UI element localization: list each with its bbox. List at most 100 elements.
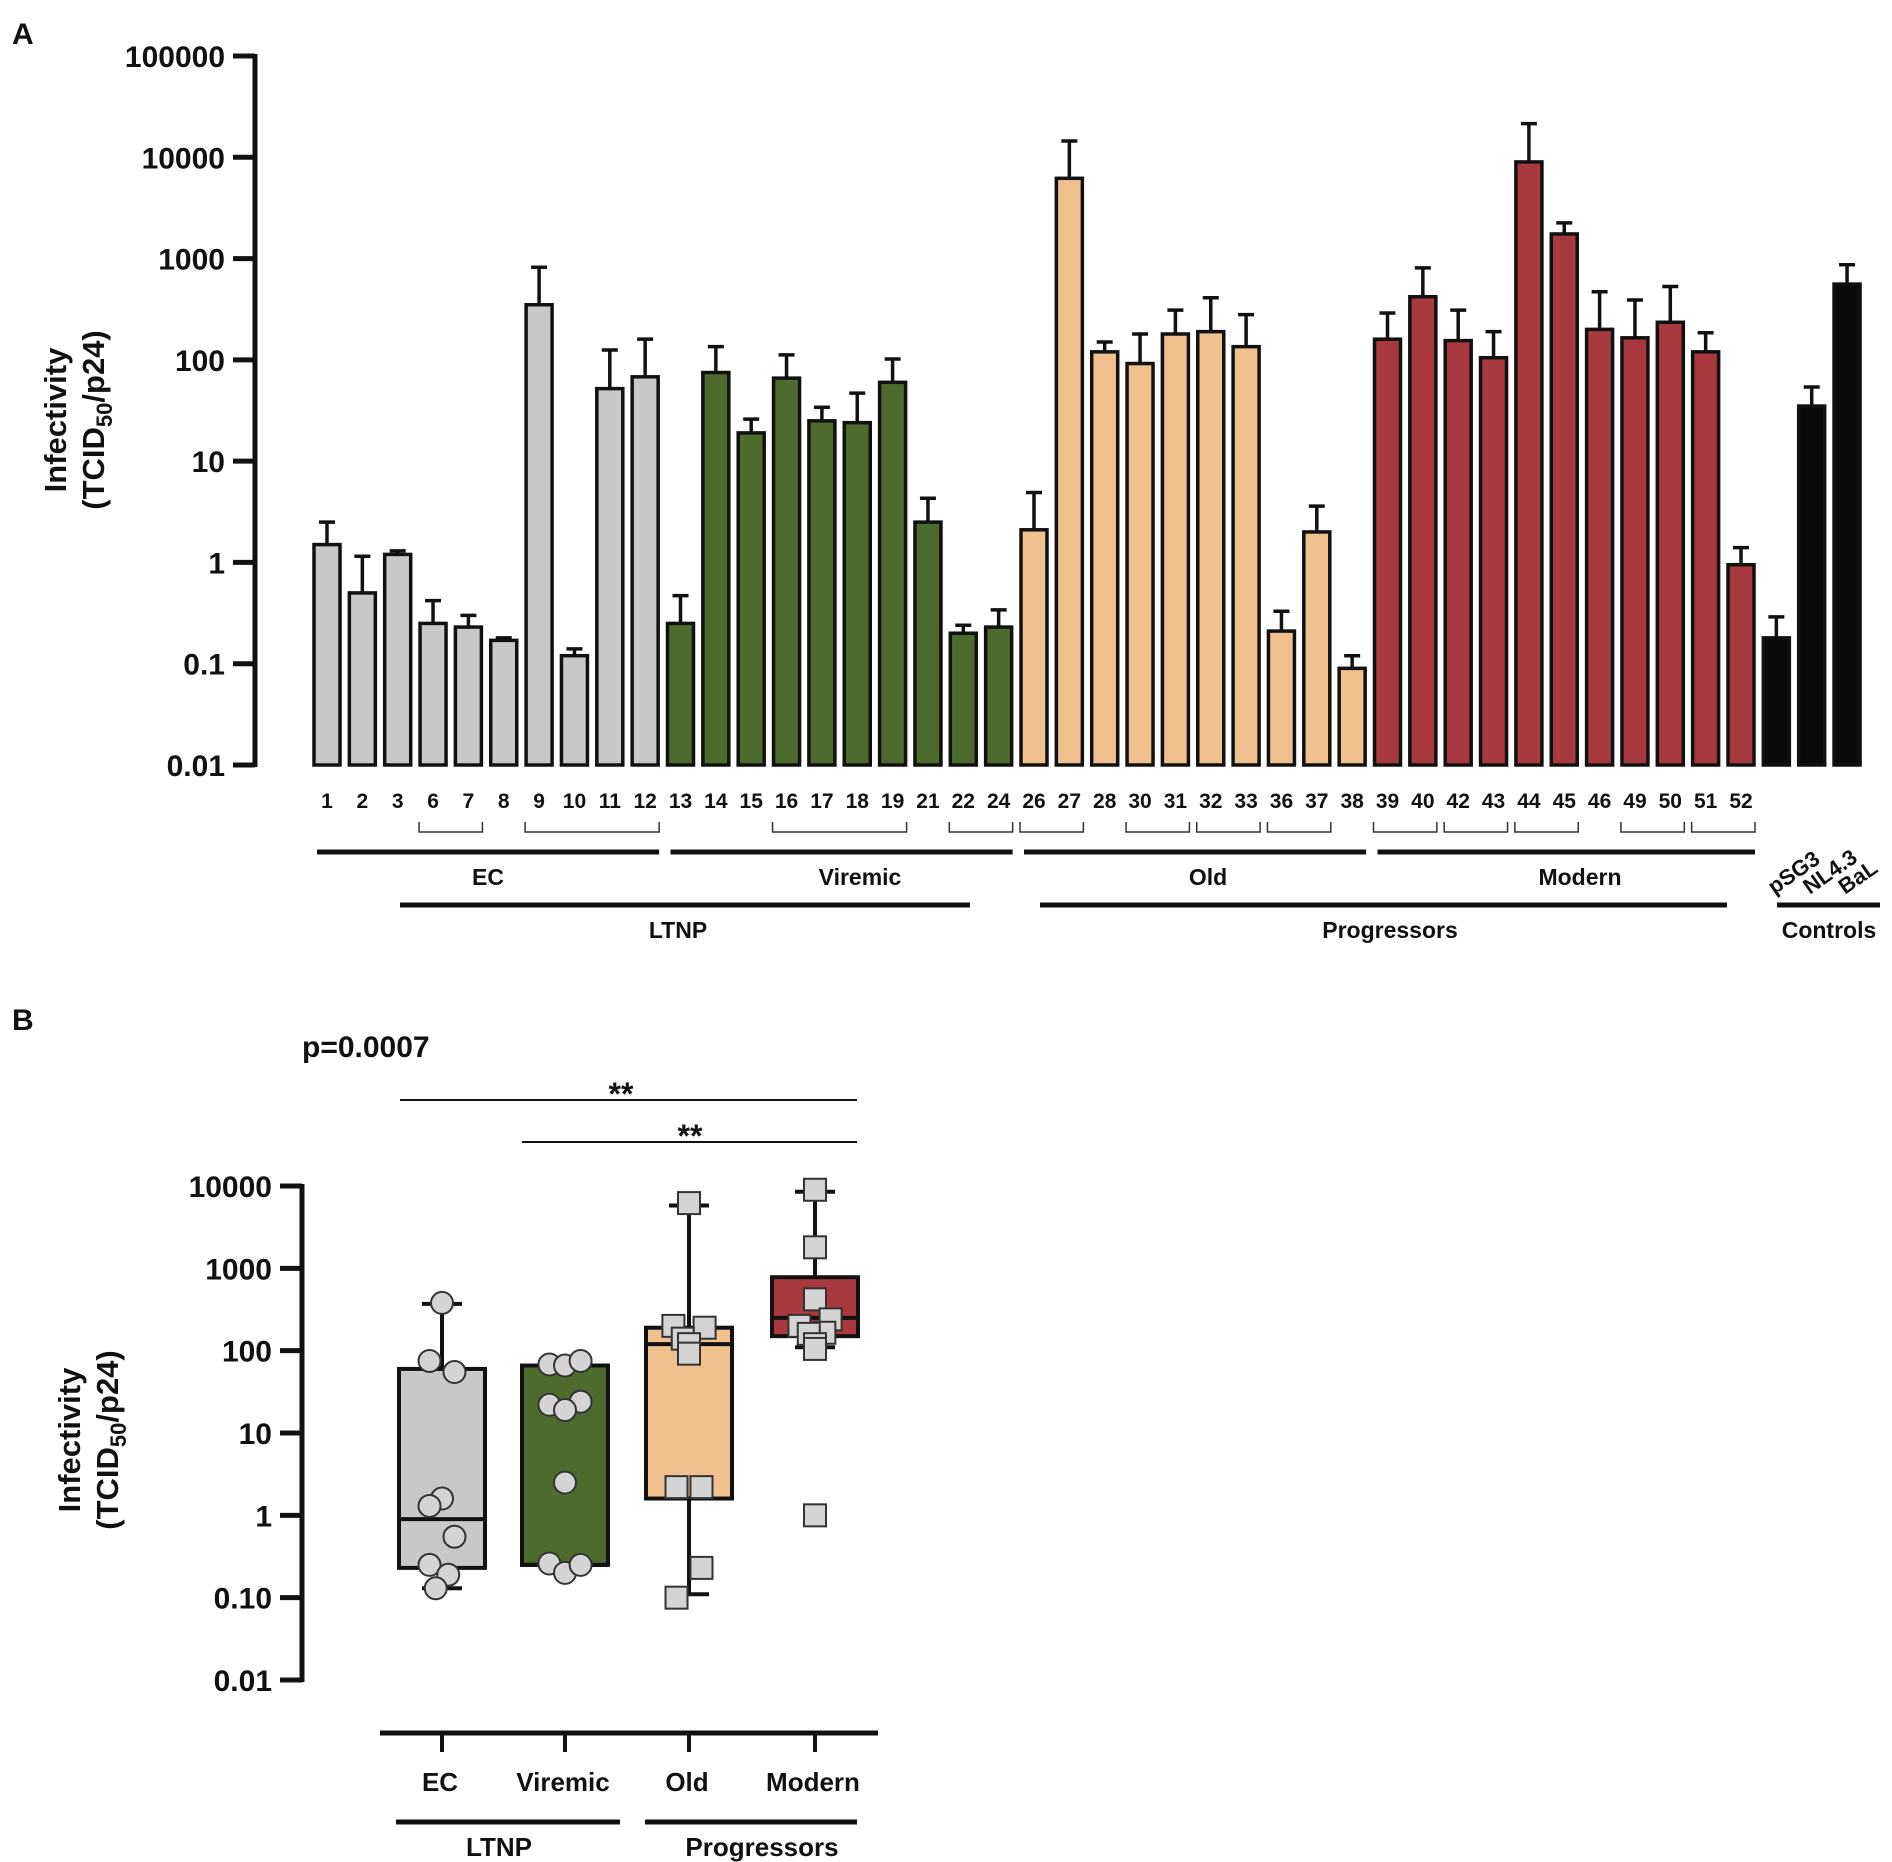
b-data-point (677, 1191, 701, 1216)
b-data-point (553, 1470, 577, 1495)
b-comparison-label: ** (609, 1076, 634, 1112)
a-bar-27 (1054, 176, 1085, 767)
chart-b: p=0.0007 Infectivity (TCID50/p24) 100001… (52, 1031, 878, 1862)
a-bar-19 (877, 380, 908, 767)
b-y-tick-label: 1 (255, 1500, 272, 1533)
a-bar-16 (771, 376, 802, 767)
b-y-tick-label: 10000 (189, 1171, 272, 1204)
a-bar-24 (983, 625, 1014, 767)
a-ylabel-line1: Infectivity (38, 347, 73, 492)
a-x-label: 27 (1058, 790, 1081, 813)
a-pair-bracket (1266, 822, 1332, 833)
b-data-point (568, 1348, 593, 1373)
a-bar-31 (1160, 332, 1191, 767)
a-x-label: 18 (846, 790, 870, 813)
b-ylabel-line2: (TCID50/p24) (90, 1350, 131, 1530)
a-y-tick-label: 1 (208, 547, 225, 580)
b-data-point (803, 1503, 827, 1528)
a-x-label: 13 (669, 790, 692, 813)
b-data-point (664, 1585, 689, 1610)
a-x-label: 44 (1517, 790, 1541, 813)
b-data-point (417, 1493, 442, 1518)
b-boxes (397, 1177, 860, 1610)
b-y-tick-label: 0.10 (214, 1583, 272, 1616)
a-y-tick-label: 10 (192, 446, 225, 479)
b-y-axis: 10000 1000 100 10 1 0.10 0.01 (189, 1171, 305, 1698)
a-x-label: 40 (1411, 790, 1434, 813)
a-bar-2 (347, 591, 378, 767)
a-x-label: 8 (498, 790, 510, 813)
a-pair-bracket (1125, 822, 1191, 833)
b-box-ec (397, 1290, 487, 1601)
a-bar-49 (1620, 336, 1650, 767)
a-supergroup-label: LTNP (649, 917, 707, 943)
a-x-label: 28 (1093, 790, 1117, 813)
b-y-tick-label: 1000 (205, 1253, 272, 1286)
a-bar-42 (1443, 338, 1473, 767)
a-pair-bracket (1443, 822, 1509, 833)
b-data-point (803, 1235, 827, 1260)
a-pair-bracket (1372, 822, 1438, 833)
a-x-label: 31 (1164, 790, 1188, 813)
a-y-tick-label: 100000 (125, 41, 225, 74)
a-bar-9 (524, 303, 554, 767)
a-bar-8 (489, 638, 519, 767)
a-bar-50 (1655, 320, 1686, 767)
a-x-label: 14 (704, 790, 728, 813)
b-significance: ** ** (400, 1076, 857, 1154)
a-pair-bracket (948, 822, 1014, 833)
a-bar-pSG3 (1761, 636, 1792, 767)
b-data-point (677, 1341, 701, 1366)
a-x-label: 46 (1588, 790, 1611, 813)
a-bar-32 (1196, 329, 1226, 767)
a-x-label: 24 (987, 790, 1011, 813)
a-bar-38 (1337, 666, 1367, 767)
b-data-point (803, 1287, 827, 1312)
a-x-label: 21 (916, 790, 940, 813)
a-y-tick-label: 0.1 (183, 649, 225, 682)
b-y-tick-label: 0.01 (214, 1665, 272, 1698)
a-bar-46 (1584, 327, 1615, 767)
a-pair-bracket (1690, 822, 1756, 833)
a-bar-40 (1408, 294, 1438, 767)
a-x-label: 15 (740, 790, 764, 813)
b-data-point (417, 1348, 442, 1373)
a-x-label: 30 (1128, 790, 1151, 813)
a-x-label: 45 (1553, 790, 1577, 813)
b-supergroup-label: LTNP (466, 1832, 532, 1862)
a-supergroup-label: Progressors (1322, 917, 1458, 943)
a-x-label: 33 (1234, 790, 1257, 813)
b-box-modern (770, 1177, 860, 1528)
a-x-label: 43 (1482, 790, 1505, 813)
b-data-point (803, 1177, 827, 1202)
a-y-tick-label: 10000 (142, 142, 225, 175)
chart-a: Infectivity (TCID50/p24) 100000100001000… (38, 41, 1882, 943)
a-supergroup-label: Controls (1782, 917, 1877, 943)
a-bar-12 (630, 375, 660, 767)
b-ylabel-line1: Infectivity (52, 1367, 87, 1512)
a-x-label: 6 (427, 790, 439, 813)
a-y-tick-label: 1000 (158, 244, 225, 277)
b-box-rect (520, 1363, 610, 1567)
a-x-label: 2 (357, 790, 369, 813)
b-supergroup-label: Progressors (685, 1832, 838, 1862)
a-pair-bracket (524, 822, 660, 833)
a-bar-30 (1125, 361, 1155, 767)
a-pair-bracket (1019, 822, 1085, 833)
b-data-point (568, 1552, 593, 1577)
a-bar-28 (1089, 350, 1120, 767)
b-x-label: Viremic (516, 1767, 609, 1797)
b-box-viremic (520, 1348, 610, 1585)
a-bar-1 (312, 542, 342, 767)
a-bar-36 (1266, 629, 1297, 767)
a-group-label: Old (1189, 864, 1227, 890)
a-bar-7 (453, 625, 484, 767)
b-box-rect (397, 1366, 487, 1570)
a-bar-18 (842, 420, 872, 767)
a-x-label: 10 (563, 790, 586, 813)
a-x-label: 11 (599, 790, 622, 813)
a-pair-bracket (1196, 822, 1261, 833)
a-x-labels: 1 2 3 6 7 8 9 10 11 12 13 14 15 16 17 18 19 21 22 24 26 27 28 3… (321, 790, 1882, 899)
b-y-tick-label: 10 (239, 1418, 272, 1451)
